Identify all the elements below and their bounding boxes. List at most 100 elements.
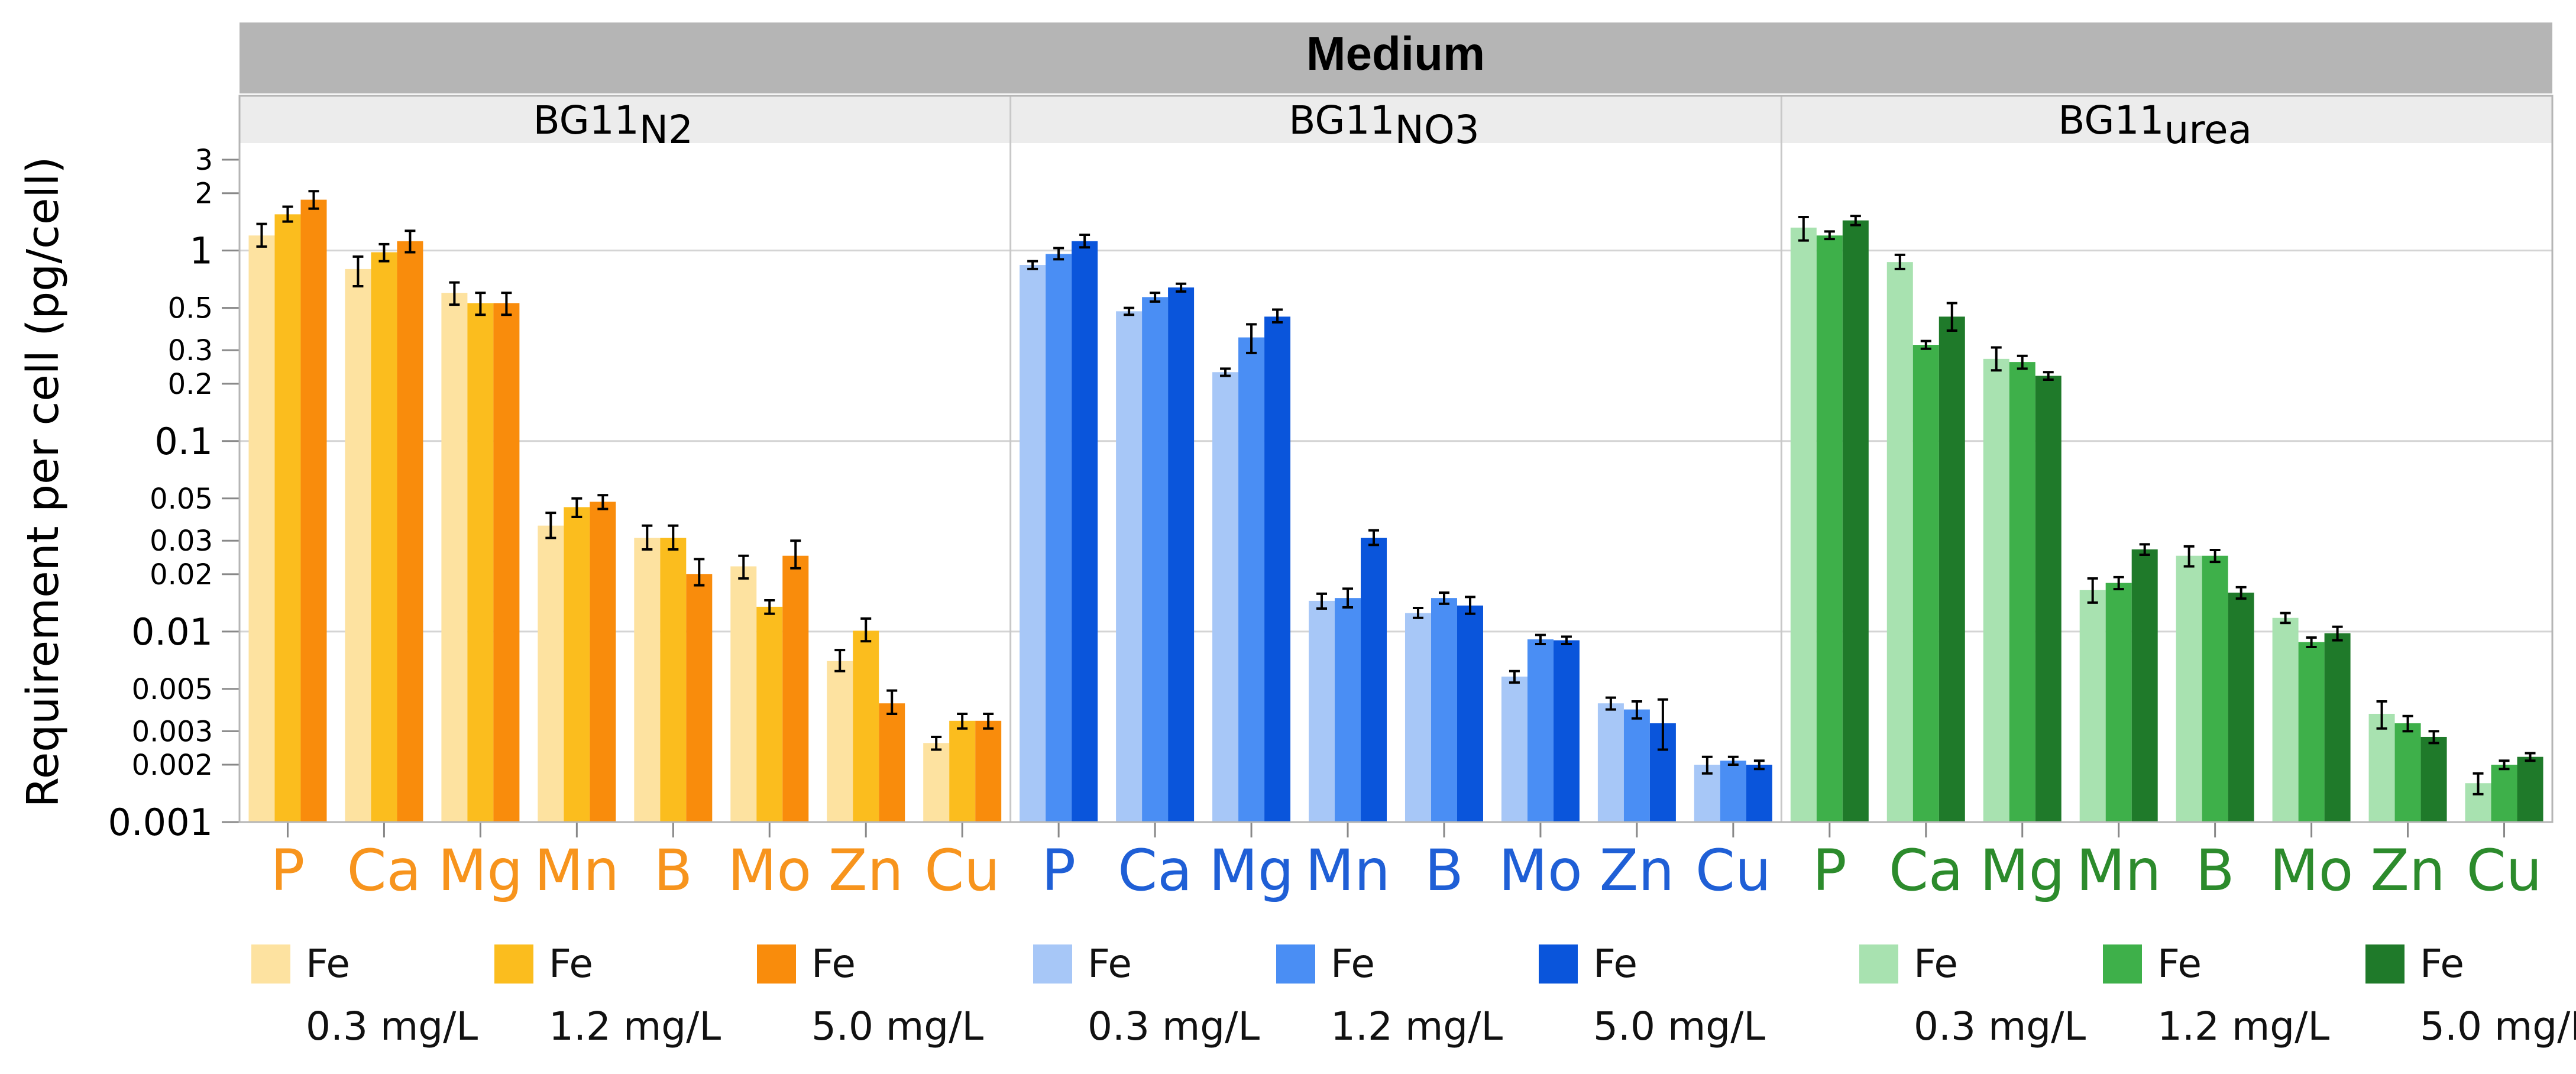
bar bbox=[1623, 709, 1650, 822]
x-tick-label: Cu bbox=[1695, 837, 1771, 904]
chart: Medium BG11N2 BG11NO3 BG11urea 0.0010.0020… bbox=[18, 22, 2554, 904]
legend-fe-label: Fe bbox=[1914, 941, 1958, 986]
y-tick-label: 2 bbox=[195, 177, 213, 211]
bar bbox=[1238, 337, 1265, 822]
bar bbox=[1842, 220, 1869, 822]
y-tick-label: 0.01 bbox=[131, 610, 213, 654]
legend-fe-label: Fe bbox=[1331, 941, 1375, 986]
bar bbox=[590, 502, 616, 822]
legend: Fe 0.3 mg/L Fe 1.2 mg/L Fe 5.0 mg/L Fe 0.3 mg/L… bbox=[0, 937, 2576, 1074]
bar bbox=[1404, 613, 1431, 822]
legend-swatch bbox=[1276, 944, 1315, 984]
bar bbox=[2131, 549, 2158, 822]
bar bbox=[371, 252, 397, 822]
bar bbox=[1072, 241, 1098, 823]
bar bbox=[2272, 617, 2299, 822]
y-tick-label: 0.02 bbox=[150, 558, 213, 591]
legend-swatch bbox=[251, 944, 290, 984]
bar bbox=[2228, 593, 2254, 822]
x-tick-label: Ca bbox=[347, 837, 422, 904]
legend-swatch bbox=[1033, 944, 1072, 984]
plot-area bbox=[240, 143, 2552, 822]
x-tick-label: B bbox=[2196, 837, 2235, 904]
bar bbox=[2324, 633, 2351, 822]
x-tick-label: Ca bbox=[1118, 837, 1192, 904]
bar bbox=[1527, 639, 1554, 822]
bar bbox=[2176, 555, 2202, 822]
bar bbox=[756, 606, 783, 822]
x-tick-label: Cu bbox=[924, 837, 1000, 904]
bar bbox=[660, 538, 687, 822]
bar bbox=[2202, 555, 2228, 822]
bar bbox=[2491, 765, 2517, 822]
legend-fe-label: Fe bbox=[549, 941, 593, 986]
bar bbox=[1790, 227, 1817, 823]
bar bbox=[1212, 372, 1239, 822]
bar bbox=[853, 630, 879, 822]
legend-fe-label: Fe bbox=[2157, 941, 2202, 986]
panel-header-label: BG11urea bbox=[2058, 98, 2252, 153]
bar bbox=[1553, 640, 1580, 822]
x-tick-label: P bbox=[1813, 837, 1847, 904]
bar bbox=[441, 293, 468, 823]
x-tick-label: P bbox=[1041, 837, 1076, 904]
legend-fe-label: Fe bbox=[1593, 941, 1637, 986]
bar bbox=[2079, 590, 2106, 822]
legend-concentration-label: 1.2 mg/L bbox=[2157, 1004, 2330, 1049]
bar bbox=[493, 303, 520, 822]
panel-headers: BG11N2 BG11NO3 BG11urea bbox=[533, 98, 2253, 153]
legend-item: Fe 0.3 mg/L bbox=[1859, 937, 2143, 1062]
legend-item: Fe 5.0 mg/L bbox=[757, 937, 1041, 1062]
legend-item: Fe 0.3 mg/L bbox=[251, 937, 535, 1062]
x-tick-label: Mg bbox=[1980, 837, 2065, 904]
bar bbox=[923, 743, 950, 822]
bar bbox=[686, 574, 713, 822]
bar bbox=[1457, 605, 1483, 822]
x-tick-labels: P Ca Mg Mn B Mo Zn Cu P Ca Mg Mn B Mo Zn Cu P Ca Mg Mn B Mo Zn… bbox=[271, 822, 2542, 904]
y-tick-label: 3 bbox=[195, 144, 213, 177]
plot-frame bbox=[238, 95, 2554, 823]
chart-title: Medium bbox=[1306, 27, 1485, 80]
bar bbox=[1501, 677, 1528, 822]
error-bars bbox=[256, 190, 2536, 795]
bar bbox=[1983, 358, 2009, 822]
bar bbox=[1361, 538, 1387, 822]
bar bbox=[345, 268, 371, 822]
y-tick-label: 0.003 bbox=[132, 715, 213, 748]
x-tick-label: Zn bbox=[1600, 837, 1675, 904]
x-tick-label: Mg bbox=[438, 837, 523, 904]
header-bar bbox=[240, 22, 2552, 93]
legend-swatch bbox=[1859, 944, 1898, 984]
legend-swatch bbox=[1539, 944, 1578, 984]
panel-separators bbox=[1009, 96, 1782, 822]
bar bbox=[300, 199, 327, 822]
legend-concentration-label: 0.3 mg/L bbox=[306, 1004, 478, 1049]
legend-fe-label: Fe bbox=[1088, 941, 1132, 986]
y-tick-label: 0.05 bbox=[150, 483, 213, 516]
bar bbox=[1142, 297, 1169, 822]
legend-item: Fe 1.2 mg/L bbox=[494, 937, 778, 1062]
bar bbox=[634, 538, 661, 822]
bar bbox=[2298, 642, 2325, 822]
x-tick-label: Zn bbox=[829, 837, 904, 904]
legend-swatch bbox=[2103, 944, 2142, 984]
x-tick-label: Mg bbox=[1209, 837, 1294, 904]
bar bbox=[2368, 713, 2395, 822]
bar bbox=[1597, 703, 1624, 822]
y-tick-label: 0.001 bbox=[108, 801, 213, 844]
bar bbox=[248, 235, 275, 822]
legend-concentration-label: 1.2 mg/L bbox=[1331, 1004, 1503, 1049]
bar bbox=[879, 703, 905, 822]
bar bbox=[2394, 723, 2421, 822]
legend-fe-label: Fe bbox=[2420, 941, 2464, 986]
panel-header-row bbox=[240, 96, 2552, 143]
bar bbox=[564, 507, 590, 822]
x-tick-label: B bbox=[1425, 837, 1464, 904]
legend-concentration-label: 5.0 mg/L bbox=[2420, 1004, 2576, 1049]
y-tick-label: 0.2 bbox=[168, 368, 213, 401]
bar bbox=[1309, 600, 1335, 822]
legend-swatch bbox=[494, 944, 533, 984]
y-tick-label: 0.002 bbox=[132, 749, 213, 782]
legend-concentration-label: 0.3 mg/L bbox=[1914, 1004, 2086, 1049]
